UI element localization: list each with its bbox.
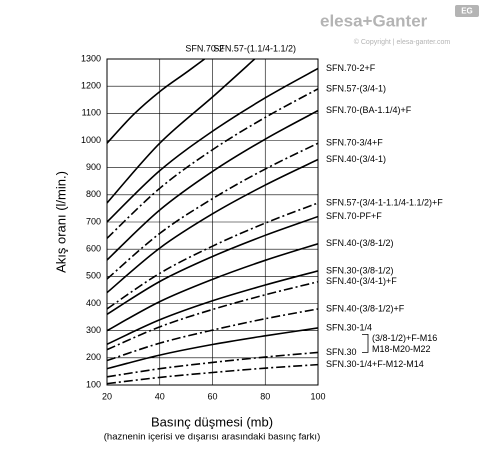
badge: EG xyxy=(461,7,473,16)
x-tick-label: 40 xyxy=(155,391,165,401)
series-label: SFN.30-1/4 xyxy=(326,322,372,332)
series-label: SFN.70-PF+F xyxy=(326,211,382,221)
series-line xyxy=(107,363,318,385)
y-tick-label: 1200 xyxy=(81,81,101,91)
series-line xyxy=(107,67,318,223)
y-tick-label: 100 xyxy=(86,379,101,389)
series-line xyxy=(107,58,206,144)
series-line xyxy=(107,58,256,204)
y-tick-label: 1000 xyxy=(81,135,101,145)
series-label: SFN.57-(3/4-1) xyxy=(326,83,386,93)
series-line xyxy=(107,158,318,294)
series-label: SFN.30-1/4+F-M12-M14 xyxy=(326,359,424,369)
x-tick-label: 80 xyxy=(260,391,270,401)
series-line xyxy=(107,270,318,345)
series-label: SFN.30 xyxy=(326,347,357,357)
plot-frame xyxy=(106,58,319,386)
series-label: SFN.57-(3/4-1-1.1/4-1.1/2)+F xyxy=(326,197,443,207)
series-line xyxy=(107,202,318,310)
series-line xyxy=(107,280,318,351)
y-tick-label: 900 xyxy=(86,162,101,172)
x-tick-label: 20 xyxy=(102,391,112,401)
series-label: SFN.30-(3/8-1/2) xyxy=(326,265,394,275)
copyright: © Copyright | elesa-ganter.com xyxy=(354,38,451,46)
series-note: (3/8-1/2)+F-M16 xyxy=(372,333,437,343)
series-line xyxy=(107,327,318,370)
y-tick-label: 500 xyxy=(86,271,101,281)
series-label: SFN.70-(BA-1.1/4)+F xyxy=(326,105,412,115)
logo: elesa+Ganter xyxy=(320,11,428,30)
x-tick-label: 100 xyxy=(310,391,325,401)
series-line xyxy=(107,109,318,261)
y-axis-label: Akış oranı (l/min.) xyxy=(53,171,68,273)
x-axis-label: Basınç düşmesi (mb) xyxy=(151,414,273,429)
x-axis-note: (haznenin içerisi ve dışarısı arasındaki… xyxy=(104,432,320,443)
y-tick-label: 200 xyxy=(86,352,101,362)
series-line xyxy=(107,215,318,316)
y-tick-label: 700 xyxy=(86,216,101,226)
series-label: SFN.40-(3/8-1/2)+F xyxy=(326,303,405,313)
y-tick-label: 800 xyxy=(86,189,101,199)
y-tick-label: 400 xyxy=(86,298,101,308)
series-label: SFN.70-2 xyxy=(185,43,224,53)
y-tick-label: 300 xyxy=(86,325,101,335)
series-label: SFN.40-(3/4-1)+F xyxy=(326,276,397,286)
series-label: SFN.40-(3/4-1) xyxy=(326,154,386,164)
series-line xyxy=(107,308,318,362)
series-line xyxy=(107,88,318,239)
badge-box xyxy=(455,5,479,17)
note-bracket xyxy=(362,334,369,353)
y-tick-label: 1100 xyxy=(82,108,101,118)
plot-lines xyxy=(107,58,318,385)
series-label: SFN.40-(3/8-1/2) xyxy=(326,238,394,248)
series-label: SFN.57-(1.1/4-1.1/2) xyxy=(213,43,296,53)
series-note: M18-M20-M22 xyxy=(372,344,431,354)
y-tick-label: 1300 xyxy=(81,53,101,63)
y-tick-label: 600 xyxy=(86,244,101,254)
series-label: SFN.70-3/4+F xyxy=(326,138,383,148)
series-line xyxy=(107,242,318,332)
x-tick-label: 60 xyxy=(207,391,217,401)
series-line xyxy=(107,351,318,378)
series-line xyxy=(107,142,318,280)
series-label: SFN.70-2+F xyxy=(326,63,376,73)
